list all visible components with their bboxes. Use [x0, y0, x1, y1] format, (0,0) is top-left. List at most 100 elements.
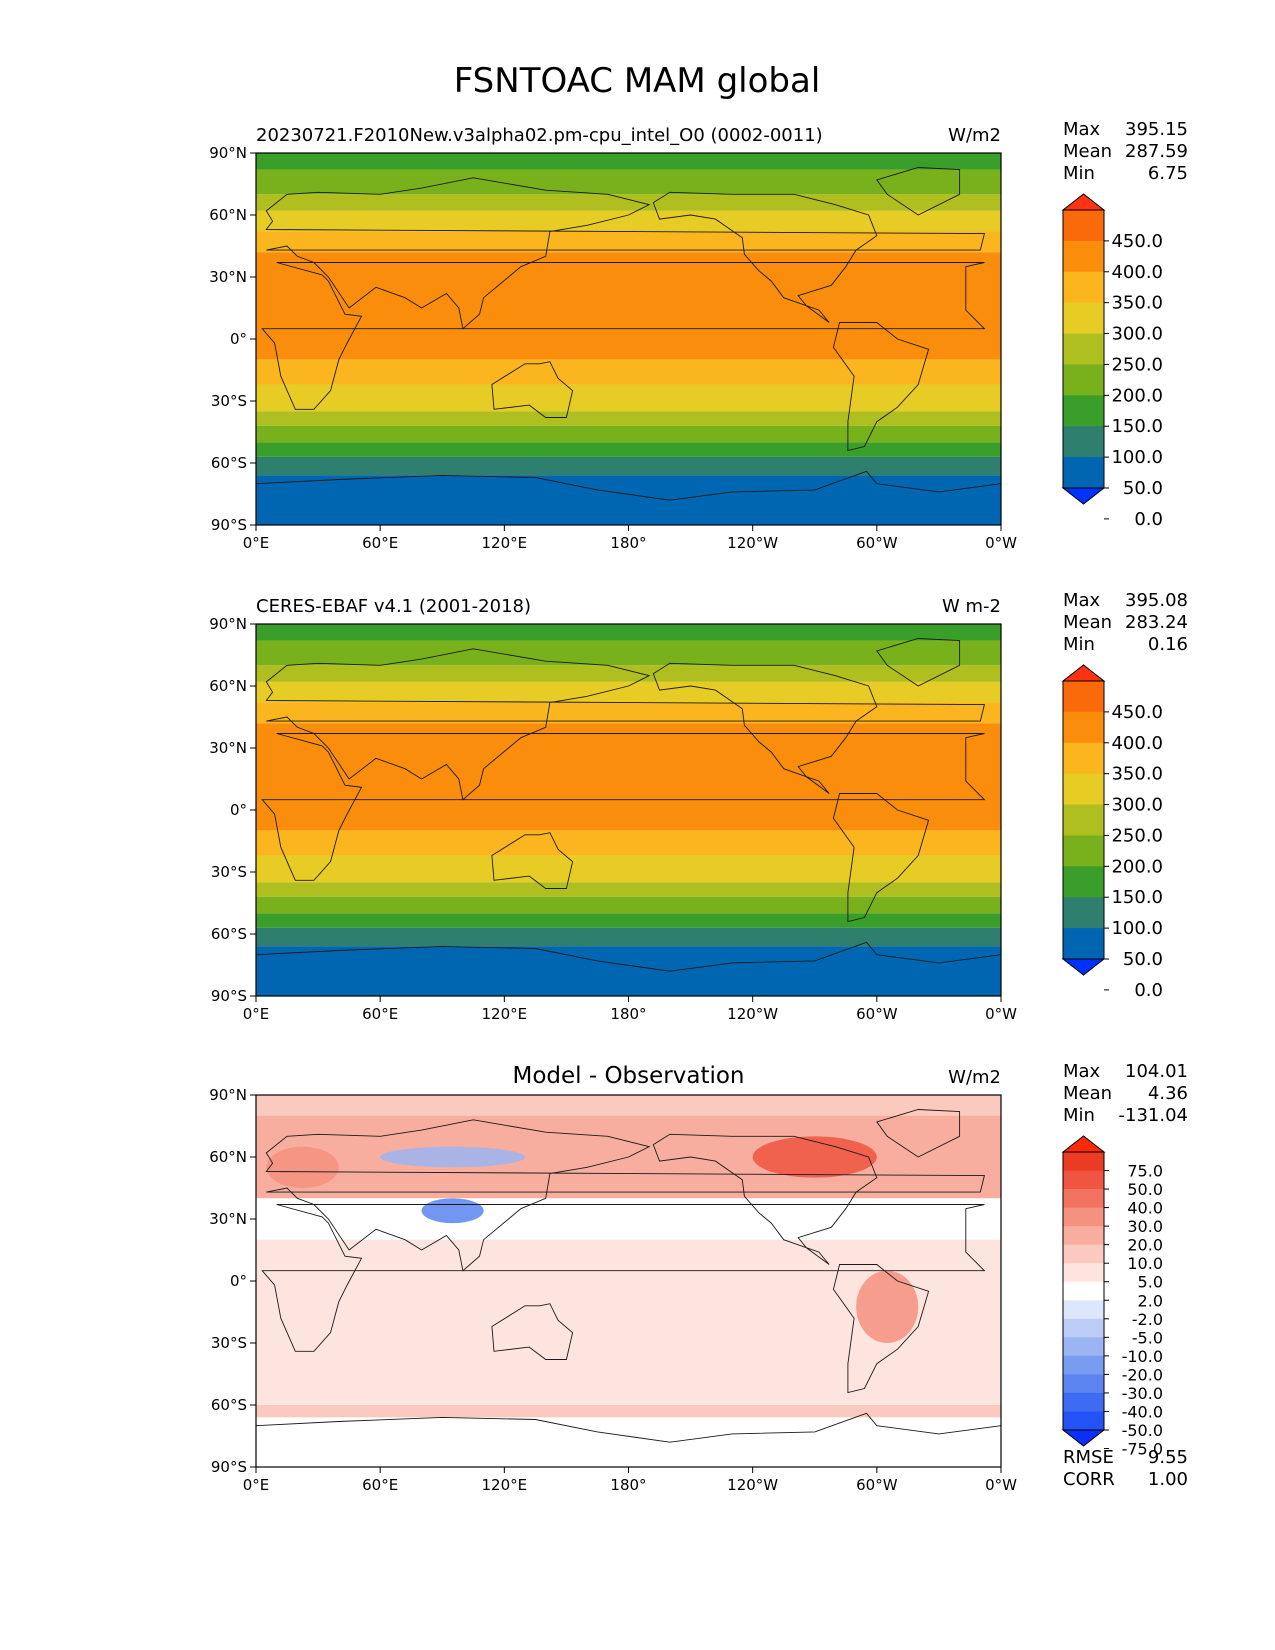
stat-label-max: Max: [1063, 590, 1101, 611]
lon-tick-label: 180°: [610, 534, 646, 552]
figure-title: FSNTOAC MAM global: [454, 61, 821, 101]
coastline-namerica: [652, 191, 878, 323]
lon-tick-label: 60°W: [856, 534, 898, 552]
colorbar-segment: [1063, 1355, 1104, 1375]
colorbar-label: 450.0: [1111, 702, 1163, 723]
colorbar-label: 150.0: [1111, 416, 1163, 437]
stat-value-min: -131.04: [1119, 1105, 1188, 1126]
coastline-samerica: [832, 1264, 930, 1394]
zonal-band-12: [256, 946, 1001, 996]
lat-tick-label: 60°S: [211, 454, 247, 472]
stat-label-max: Max: [1063, 119, 1101, 140]
stat-value-mean: 287.59: [1125, 141, 1188, 162]
lat-tick-label: 30°S: [211, 1334, 247, 1352]
colorbar-extend-min: [1061, 487, 1106, 505]
zonal-band-0: [256, 624, 1001, 641]
colorbar-extend-max: [1061, 193, 1106, 211]
colorbar-label: 400.0: [1111, 262, 1163, 283]
coastline-africa: [261, 1204, 986, 1352]
colorbar-segment: [1063, 1152, 1104, 1172]
colorbar-segment: [1063, 333, 1104, 365]
lat-tick-label: 60°S: [211, 925, 247, 943]
lon-tick-label: 60°E: [362, 534, 398, 552]
colorbar-segment: [1063, 302, 1104, 335]
stat-label-corr: CORR: [1063, 1469, 1115, 1490]
map-panel-1: 90°N 60°N 30°N 0° 30°S 60°S 90°S0°E 60°E 120°E 18…: [209, 119, 1188, 552]
stat-value-max: 104.01: [1125, 1061, 1188, 1082]
colorbar-frame: [1062, 680, 1105, 960]
coastline-greenland: [876, 638, 961, 687]
colorbar-segment: [1063, 773, 1104, 806]
colorbar-label: -2.0: [1132, 1310, 1163, 1329]
zonal-band-0: [256, 153, 1001, 170]
colorbar-segment: [1063, 1411, 1104, 1431]
colorbar-label: -5.0: [1132, 1328, 1163, 1347]
colorbar-segment: [1063, 711, 1104, 744]
zonal-band-7: [256, 384, 1001, 412]
coastline-australia: [491, 1303, 574, 1360]
stat-value-min: 0.16: [1148, 634, 1188, 655]
panel-units: W m-2: [942, 596, 1001, 617]
zonal-band-10: [256, 913, 1001, 928]
colorbar-label: 5.0: [1138, 1273, 1163, 1292]
zonal-band-7: [256, 855, 1001, 883]
coastline-africa: [261, 262, 986, 410]
zonal-band-0: [256, 1095, 1001, 1116]
lon-tick-label: 120°E: [482, 1005, 528, 1023]
zonal-band-12: [256, 475, 1001, 525]
stat-value-corr: 1.00: [1148, 1469, 1188, 1490]
anomaly-region: [380, 1146, 526, 1168]
map-field: [256, 1095, 1001, 1467]
coastline-africa: [261, 733, 986, 881]
colorbar-segment: [1063, 742, 1104, 775]
colorbar-label: 100.0: [1111, 447, 1163, 468]
colorbar-segment: [1063, 457, 1104, 489]
coastline-greenland: [876, 167, 961, 216]
lat-tick-label: 30°S: [211, 392, 247, 410]
coastline-eurasia: [265, 177, 985, 330]
colorbar-label: 10.0: [1127, 1254, 1163, 1273]
coastline-antarctica: [256, 1412, 1001, 1443]
map-field: [256, 624, 1001, 996]
colorbar-label: 300.0: [1111, 795, 1163, 816]
colorbar-label: 30.0: [1127, 1217, 1163, 1236]
colorbar-label: -50.0: [1122, 1421, 1163, 1440]
lon-tick-label: 0°W: [985, 1476, 1017, 1494]
colorbar-segment: [1063, 681, 1104, 713]
zonal-band-6: [256, 359, 1001, 385]
colorbar-segment: [1063, 866, 1104, 898]
colorbar-segment: [1063, 1300, 1104, 1320]
colorbar-segment: [1063, 1263, 1104, 1283]
colorbar-segment: [1063, 426, 1104, 458]
colorbar-label: 0.0: [1134, 980, 1163, 1001]
map-panel-3: 90°N 60°N 30°N 0° 30°S 60°S 90°S0°E 60°E 120°E 18…: [209, 1061, 1188, 1494]
colorbar-segment: [1063, 928, 1104, 960]
colorbar-extend-max: [1061, 664, 1106, 682]
lat-tick-label: 90°S: [211, 1458, 247, 1476]
colorbar-label: 100.0: [1111, 918, 1163, 939]
coastline-samerica: [832, 322, 930, 452]
colorbar-label: -20.0: [1122, 1365, 1163, 1384]
lat-tick-label: 60°N: [209, 206, 247, 224]
lon-tick-label: 0°W: [985, 534, 1017, 552]
stat-label-max: Max: [1063, 1061, 1101, 1082]
lon-tick-label: 0°E: [243, 534, 270, 552]
zonal-band-9: [256, 896, 1001, 914]
zonal-band-5: [256, 252, 1001, 360]
stat-value-rmse: 9.55: [1148, 1447, 1188, 1468]
coastline-namerica: [652, 662, 878, 794]
colorbar-label: 300.0: [1111, 324, 1163, 345]
colorbar-label: 150.0: [1111, 887, 1163, 908]
lat-tick-label: 30°N: [209, 1210, 247, 1228]
colorbar-segment: [1063, 1337, 1104, 1357]
stat-value-max: 395.08: [1125, 590, 1188, 611]
colorbar-label: 50.0: [1123, 478, 1163, 499]
colorbar-label: 2.0: [1138, 1291, 1163, 1310]
colorbar-segment: [1063, 240, 1104, 273]
panel-left-title: CERES-EBAF v4.1 (2001-2018): [256, 596, 531, 617]
lat-tick-label: 0°: [230, 330, 247, 348]
zonal-band-11: [256, 927, 1001, 947]
colorbar-label: 200.0: [1111, 856, 1163, 877]
lat-tick-label: 60°N: [209, 1148, 247, 1166]
zonal-band-8: [256, 411, 1001, 426]
